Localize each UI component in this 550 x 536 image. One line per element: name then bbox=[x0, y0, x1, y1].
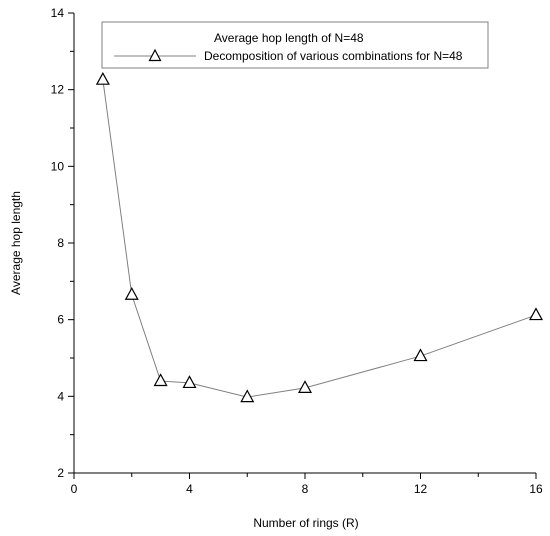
data-point-marker bbox=[528, 307, 544, 321]
series-line bbox=[102, 79, 537, 398]
y-tick-label: 2 bbox=[57, 466, 64, 480]
legend-series-marker bbox=[148, 48, 162, 62]
x-tick-label: 12 bbox=[414, 482, 428, 496]
y-tick-label: 12 bbox=[51, 83, 65, 97]
legend-box bbox=[101, 21, 489, 69]
y-tick-label: 4 bbox=[57, 389, 64, 403]
tick-marks bbox=[68, 12, 537, 479]
data-point-marker bbox=[124, 286, 139, 300]
tick-labels: 0 4 8 12 16 2 4 6 8 10 12 14 bbox=[51, 6, 543, 496]
legend-entry: Decomposition of various combinations fo… bbox=[204, 49, 463, 63]
x-tick-label: 16 bbox=[529, 482, 543, 496]
legend: Average hop length of N=48 Decomposition… bbox=[101, 21, 489, 69]
x-axis-label: Number of rings (R) bbox=[253, 516, 358, 530]
y-tick-label: 8 bbox=[57, 236, 64, 250]
x-tick-label: 0 bbox=[71, 482, 78, 496]
data-point-marker bbox=[413, 348, 428, 362]
legend-title: Average hop length of N=48 bbox=[214, 31, 364, 45]
x-tick-label: 8 bbox=[302, 482, 309, 496]
data-point-marker bbox=[182, 375, 197, 389]
y-tick-label: 14 bbox=[51, 6, 65, 20]
data-point-marker bbox=[240, 389, 255, 403]
x-tick-label: 4 bbox=[186, 482, 193, 496]
series-layer bbox=[95, 71, 544, 403]
y-tick-label: 10 bbox=[51, 159, 65, 173]
y-axis-label: Average hop length bbox=[9, 191, 23, 295]
data-point-marker bbox=[95, 71, 110, 85]
data-point-marker bbox=[297, 380, 313, 393]
data-point-marker bbox=[153, 373, 168, 387]
y-tick-label: 6 bbox=[57, 313, 64, 327]
